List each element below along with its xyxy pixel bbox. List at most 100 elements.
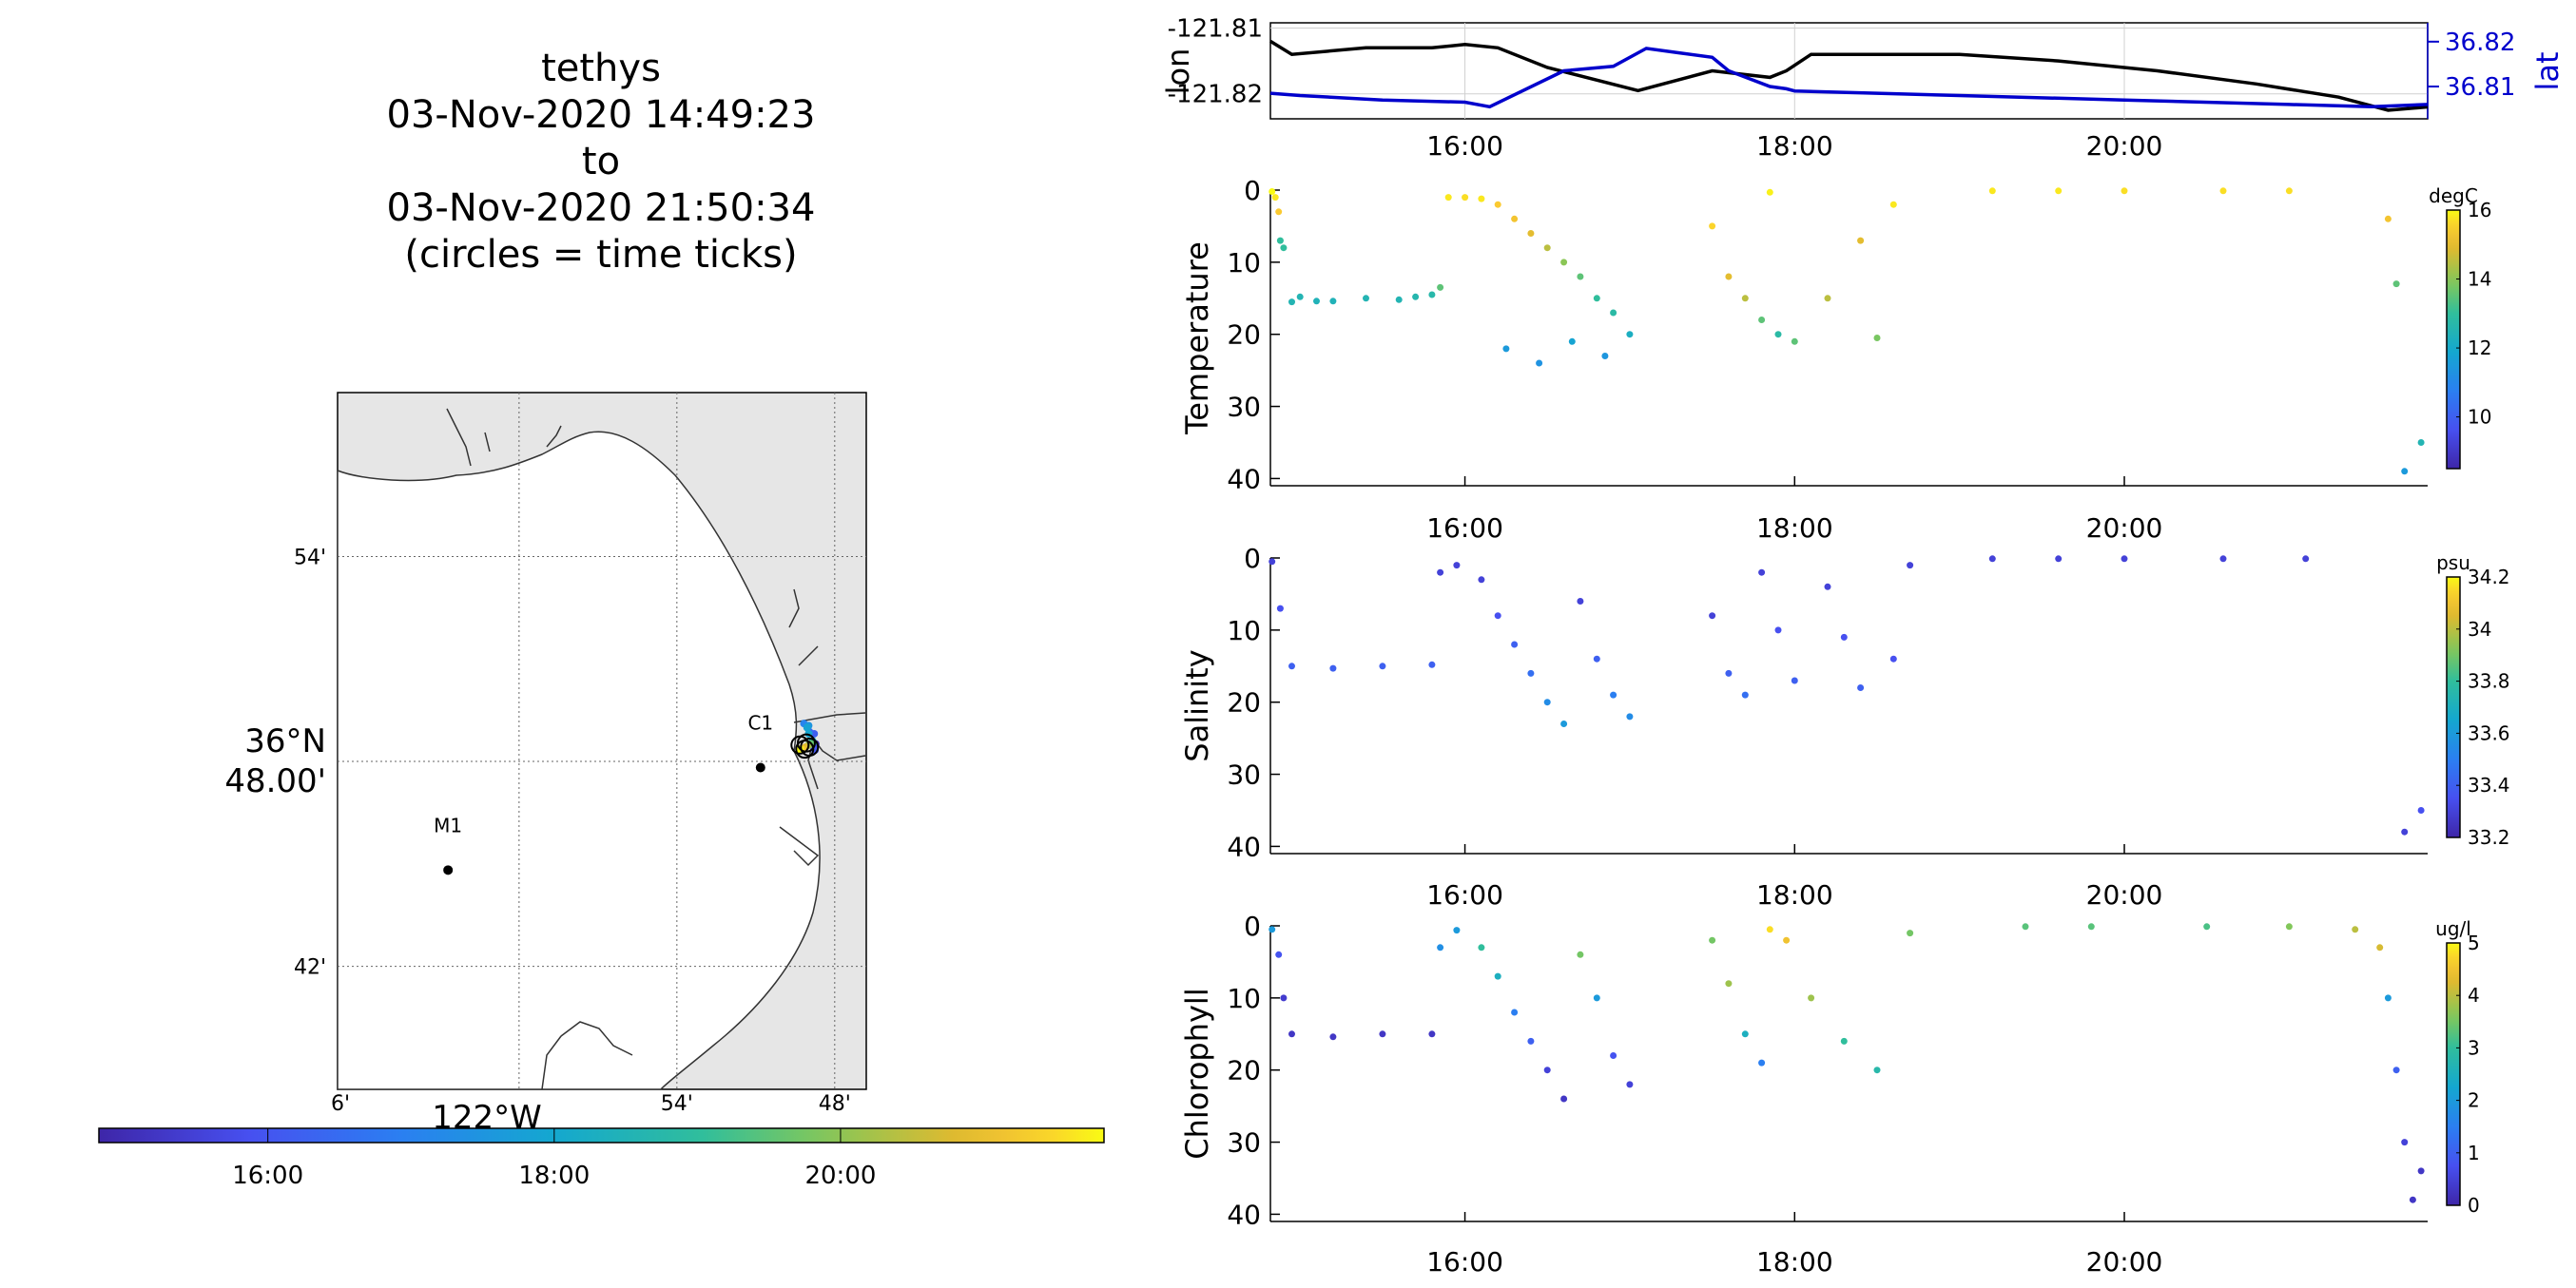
data-point (1462, 194, 1469, 202)
data-point (2376, 944, 2384, 952)
data-point (1725, 669, 1733, 677)
map-stations: M1 C1 (434, 712, 773, 875)
data-point (1560, 1095, 1568, 1103)
data-point (1502, 345, 1510, 353)
data-point (1271, 194, 1279, 202)
data-point (1610, 309, 1617, 317)
data-point (1280, 994, 1288, 1002)
data-point (1791, 337, 1798, 345)
colorbar-label: ug/l (2435, 917, 2471, 940)
data-point (1758, 1059, 1766, 1067)
y-tick-label: 20 (1227, 687, 1261, 719)
lon-tick-label: -121.81 (1168, 15, 1263, 44)
data-point (1857, 237, 1865, 244)
data-point (2219, 555, 2227, 563)
lat-axis-label: lat (2529, 51, 2566, 90)
data-point (1276, 237, 1284, 244)
data-point (1494, 201, 1501, 208)
data-point (1329, 298, 1337, 305)
data-point (1626, 1081, 1634, 1088)
data-point (2409, 1196, 2416, 1203)
map-lon-tick-label: 54' (661, 1092, 693, 1116)
data-point (1428, 1030, 1436, 1038)
map-grid (338, 393, 866, 1089)
data-point (1412, 293, 1420, 300)
data-point (1758, 317, 1766, 323)
data-point (1527, 669, 1535, 677)
colorbar-tick-label: 34 (2468, 618, 2491, 641)
time-tick-circle (796, 733, 816, 753)
data-point (1453, 562, 1461, 569)
data-point (1560, 259, 1568, 266)
lon-series-line (1269, 39, 2429, 112)
colorbar-bar (2446, 942, 2461, 1206)
data-point (2087, 923, 2095, 931)
data-point (1527, 1037, 1535, 1045)
scatter-axes (1270, 926, 2428, 1221)
colorbar-label: degC (2429, 184, 2478, 207)
data-point (1709, 936, 1716, 944)
data-point (2392, 1067, 2400, 1074)
y-tick-label: 30 (1227, 759, 1261, 791)
x-tick-label: 20:00 (2086, 879, 2163, 911)
colorbar-tick-label: 33.2 (2468, 826, 2510, 849)
time-colorbar-label: 16:00 (232, 1162, 303, 1190)
station-label: C1 (747, 712, 773, 735)
colorbar-tick-label: 34.2 (2468, 566, 2510, 588)
data-point (2401, 1139, 2409, 1146)
colorbar-tick-label: 33.4 (2468, 774, 2510, 797)
y-tick-label: 40 (1227, 1199, 1261, 1230)
y-axis-label: Temperature (1179, 241, 1215, 435)
y-tick-label: 0 (1244, 175, 1261, 206)
monterey-bay-water (337, 431, 821, 1090)
y-tick-label: 20 (1227, 319, 1261, 351)
title-line: 03-Nov-2020 21:50:34 (387, 186, 816, 230)
x-tick-label: 18:00 (1756, 130, 1833, 162)
data-point (1511, 215, 1519, 222)
data-point (1824, 295, 1831, 302)
y-tick-label: 40 (1227, 463, 1261, 494)
data-point (1725, 273, 1733, 280)
data-point (2285, 923, 2293, 931)
data-point (1269, 558, 1276, 566)
colorbar-tick-label: 33.8 (2468, 670, 2510, 693)
lat-series-line (1269, 47, 2429, 109)
data-point (1808, 994, 1815, 1002)
map-lat-tick-label: 42' (294, 956, 326, 980)
data-point (1741, 691, 1749, 699)
colorbar-tick-label: 4 (2468, 984, 2480, 1007)
data-point (2401, 828, 2409, 836)
data-point (2392, 280, 2400, 288)
data-point (1478, 944, 1485, 952)
data-point (1478, 195, 1485, 202)
data-point (1329, 664, 1337, 672)
data-point (1379, 1030, 1386, 1038)
data-point (1988, 187, 1996, 195)
colorbar-tick-label: 5 (2468, 932, 2480, 954)
data-point (2417, 807, 2425, 814)
data-point (1275, 208, 1283, 216)
data-point (1626, 331, 1634, 338)
data-point (1444, 194, 1452, 202)
data-point (1766, 926, 1773, 933)
map-lon-tick-label: 48' (819, 1092, 851, 1116)
data-point (1269, 926, 1276, 933)
colorbar-tick-label: 12 (2468, 336, 2491, 359)
x-tick-label: 18:00 (1756, 879, 1833, 911)
data-point (1840, 1037, 1848, 1045)
data-point (1494, 612, 1501, 620)
data-point (1907, 930, 1914, 937)
data-point (1288, 663, 1295, 670)
data-point (1296, 293, 1304, 300)
y-tick-label: 30 (1227, 392, 1261, 423)
data-point (1907, 562, 1914, 569)
colorbar-bar (2446, 209, 2461, 470)
data-point (2203, 923, 2211, 931)
data-point (1363, 295, 1369, 302)
data-point (1288, 298, 1295, 306)
y-tick-label: 20 (1227, 1055, 1261, 1086)
